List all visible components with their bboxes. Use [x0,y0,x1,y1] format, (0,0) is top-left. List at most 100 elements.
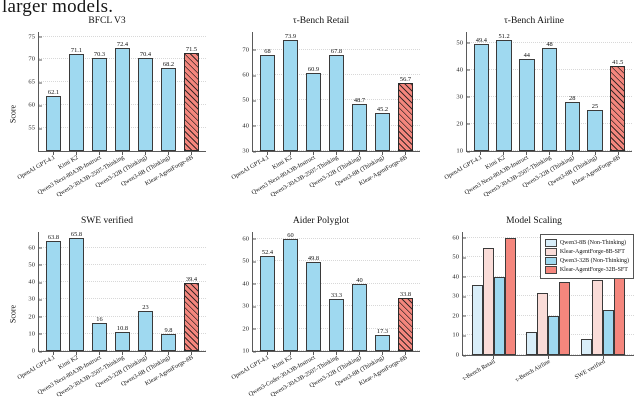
bar-value-label: 67.8 [330,48,343,56]
bar[interactable] [472,284,484,355]
bar-item[interactable]: 62.1 [42,32,65,151]
bar-item[interactable]: 23 [134,232,157,351]
bar-item[interactable]: 68 [256,32,279,151]
bar-item[interactable]: 48.7 [348,32,371,151]
bar-group [467,232,521,355]
bar-value-label: 39.4 [185,276,198,284]
bar-item[interactable]: 52.4 [256,232,279,351]
bar[interactable] [559,281,571,355]
bar-item[interactable]: 68.2 [157,32,180,151]
bar[interactable] [537,292,549,355]
bar[interactable]: 68 [259,48,276,151]
bar-item[interactable]: 70.3 [88,32,111,151]
bar[interactable]: 39.4 [183,276,200,351]
bar-item[interactable]: 10.8 [111,232,134,351]
bar[interactable]: 33.3 [328,292,345,351]
bar[interactable]: 60.9 [305,66,322,151]
legend-item[interactable]: Qwen3-8B (Non-Thinking) [544,239,629,247]
bar[interactable]: 41.5 [609,59,626,151]
y-tick-label: 20 [456,120,470,127]
bar[interactable]: 33.8 [397,291,414,351]
bar[interactable]: 56.7 [397,76,414,151]
bar-item[interactable]: 65.8 [65,231,88,351]
bar[interactable]: 44 [519,52,535,151]
bar[interactable]: 17.3 [374,328,391,351]
bar[interactable]: 71.1 [68,47,85,151]
bar[interactable]: 16 [91,316,108,351]
legend-label: Qwen3-32B (Non-Thinking) [559,258,629,264]
bar-item[interactable]: 25 [584,32,607,151]
x-tick-mark [145,352,147,355]
legend-item[interactable]: Qwen3-32B (Non-Thinking) [544,257,629,265]
bar[interactable]: 72.4 [114,41,131,151]
bar[interactable]: 28 [564,95,580,151]
bar-item[interactable]: 63.8 [42,232,65,351]
bar[interactable]: 60 [282,232,299,351]
bar-item[interactable]: 16 [88,232,111,351]
bar-item[interactable]: 73.9 [279,32,302,151]
y-tick-label: 70 [242,46,256,53]
bar[interactable] [580,339,592,355]
bar[interactable]: 68.2 [160,61,177,151]
gridline: 20 [28,313,206,320]
bar[interactable]: 25 [587,103,603,151]
bar-item[interactable]: 60 [279,232,302,351]
bar-item[interactable]: 49.4 [470,32,493,151]
bar[interactable]: 65.8 [68,231,85,351]
legend-item[interactable]: Klear-AgentForge-8B-SFT [544,248,629,256]
bar[interactable] [548,315,560,355]
x-tick-mark [266,152,268,155]
bar[interactable]: 23 [137,304,154,351]
bar[interactable]: 48.7 [351,97,368,151]
bar-item[interactable]: 67.8 [325,32,348,151]
bar-item[interactable]: 51.2 [493,32,516,151]
bar-item[interactable]: 40 [348,232,371,351]
y-tick-label: 60 [28,244,42,251]
bar[interactable]: 52.4 [259,249,276,351]
bar-item[interactable]: 45.2 [371,32,394,151]
bar[interactable]: 63.8 [45,234,62,351]
bar[interactable]: 40 [351,277,368,351]
bar[interactable] [494,276,506,355]
bar[interactable] [505,237,517,355]
bar-item[interactable]: 70.4 [134,32,157,151]
bar-item[interactable]: 39.4 [180,232,203,351]
bar-group [521,232,575,355]
bar[interactable] [602,310,614,355]
bar-item[interactable]: 33.3 [325,232,348,351]
bar[interactable]: 70.4 [137,51,154,151]
bar-item[interactable]: 71.1 [65,32,88,151]
bar-item[interactable]: 28 [561,32,584,151]
x-tick-mark [75,352,77,355]
bar[interactable]: 70.3 [91,51,108,151]
bar[interactable]: 67.8 [328,48,345,151]
bar-item[interactable]: 17.3 [371,232,394,351]
bar-item[interactable]: 41.5 [606,32,629,151]
bar[interactable]: 73.9 [282,33,299,151]
y-tick-label: 30 [452,293,466,300]
bar[interactable]: 51.2 [496,33,512,151]
y-tick-label: 10 [452,332,466,339]
bar[interactable]: 48 [541,41,558,151]
bar-item[interactable]: 33.8 [394,232,417,351]
bar[interactable]: 9.8 [160,327,177,351]
bar[interactable]: 45.2 [374,106,391,151]
bar-item[interactable]: 9.8 [157,232,180,351]
bar-item[interactable]: 49.8 [302,232,325,351]
bar[interactable]: 10.8 [114,325,131,351]
bar-item[interactable]: 71.5 [180,32,203,151]
legend-item[interactable]: Klear-AgentForge-32B-SFT [544,266,629,274]
bar-item[interactable]: 72.4 [111,32,134,151]
bar[interactable]: 71.5 [183,46,200,151]
bar-item[interactable]: 48 [538,32,561,151]
chart-panel-1: τ-Bench Retail 30 40 50 60 70 68 73.9 60.9 67.8 48… [214,14,428,214]
bar-item[interactable]: 44 [515,32,538,151]
bar[interactable] [591,280,603,355]
bar[interactable]: 49.8 [305,255,322,351]
bar[interactable] [483,247,495,355]
bar[interactable]: 49.4 [473,37,490,151]
bar-item[interactable]: 60.9 [302,32,325,151]
bar-item[interactable]: 56.7 [394,32,417,151]
bar[interactable] [526,331,538,355]
bar[interactable]: 62.1 [45,89,62,151]
